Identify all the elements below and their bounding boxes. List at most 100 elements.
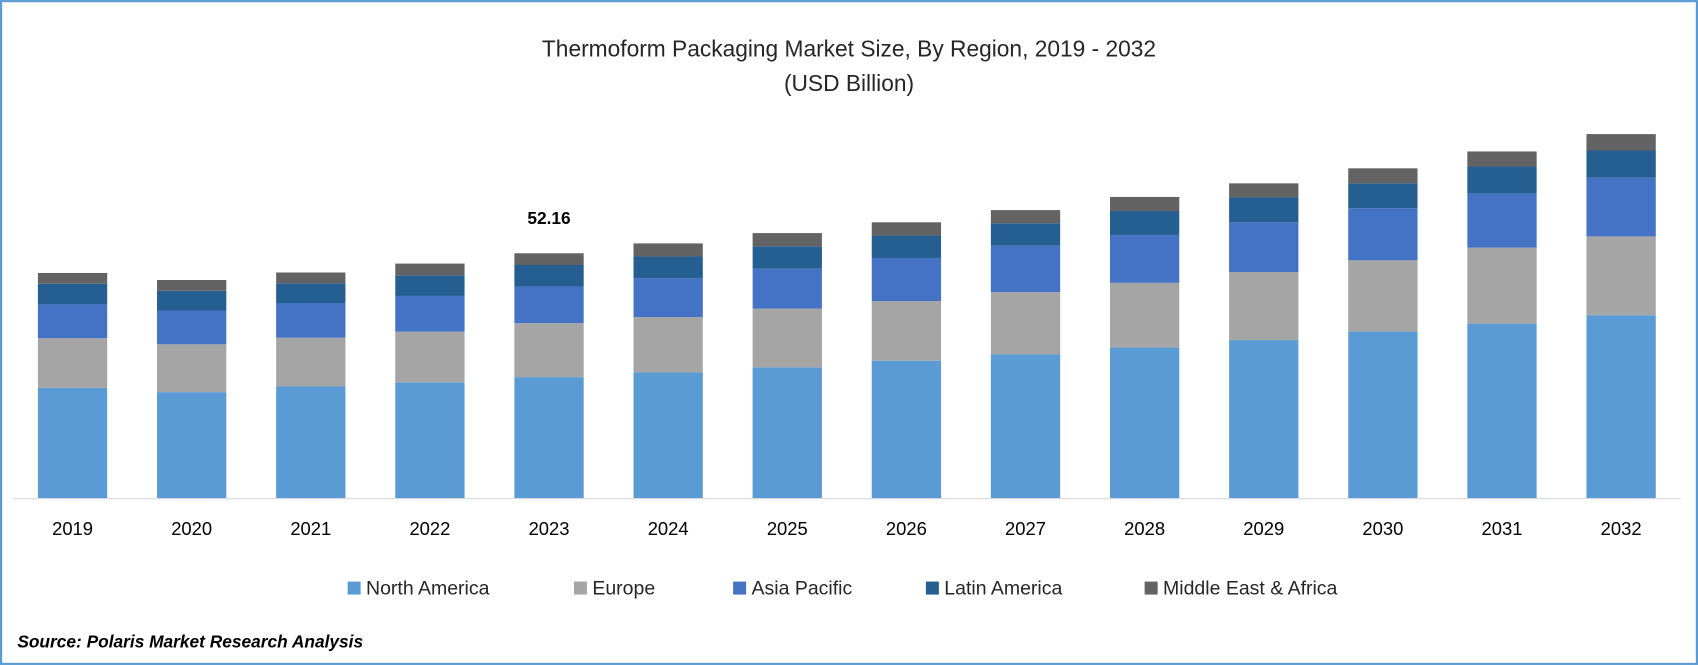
bar-north-america-2023 <box>514 377 584 499</box>
bar-asia-pacific-2020 <box>157 310 227 345</box>
legend: North America Europe Asia Pacific Latin Ame… <box>347 578 1338 600</box>
bar-middle-east-africa-2019 <box>37 272 108 284</box>
legend-swatch-0 <box>347 581 361 595</box>
bar-middle-east-africa-2027 <box>990 210 1061 224</box>
source-note: Source: Polaris Market Research Analysis <box>17 632 363 652</box>
bar-middle-east-africa-2029 <box>1229 183 1299 198</box>
x-tick-2025: 2025 <box>767 518 808 539</box>
legend-label-0: North America <box>366 578 490 600</box>
bar-asia-pacific-2024 <box>633 278 703 318</box>
chart-title: Thermoform Packaging Market Size, By Reg… <box>542 35 1156 61</box>
bar-latin-america-2023 <box>514 264 584 287</box>
x-tick-2028: 2028 <box>1124 518 1165 539</box>
bar-europe-2021 <box>276 337 346 387</box>
bar-europe-2023 <box>514 323 584 378</box>
legend-swatch-2 <box>733 581 747 595</box>
bar-middle-east-africa-2028 <box>1109 196 1180 212</box>
bar-europe-2020 <box>157 344 227 393</box>
bar-latin-america-2027 <box>990 223 1061 246</box>
bar-middle-east-africa-2026 <box>871 222 942 236</box>
bar-latin-america-2026 <box>871 235 942 258</box>
bar-asia-pacific-2028 <box>1109 234 1180 283</box>
x-tick-2020: 2020 <box>171 518 212 539</box>
bar-middle-east-africa-2020 <box>157 280 227 291</box>
x-tick-2026: 2026 <box>886 518 927 539</box>
bar-latin-america-2020 <box>157 290 227 311</box>
bar-north-america-2020 <box>157 392 227 499</box>
bar-north-america-2027 <box>990 354 1061 499</box>
bar-europe-2032 <box>1586 236 1656 316</box>
bar-north-america-2021 <box>276 386 346 499</box>
bar-asia-pacific-2027 <box>990 245 1061 293</box>
bar-middle-east-africa-2024 <box>633 243 703 257</box>
bar-asia-pacific-2032 <box>1586 177 1656 237</box>
legend-label-1: Europe <box>592 578 655 600</box>
bar-europe-2029 <box>1229 272 1299 341</box>
legend-swatch-3 <box>925 581 939 595</box>
bar-europe-2027 <box>990 292 1061 355</box>
bar-north-america-2031 <box>1467 323 1537 499</box>
legend-label-4: Middle East & Africa <box>1163 578 1338 600</box>
x-tick-2021: 2021 <box>290 518 331 539</box>
x-tick-2030: 2030 <box>1362 518 1403 539</box>
x-tick-2024: 2024 <box>648 518 689 539</box>
x-tick-2019: 2019 <box>52 518 93 539</box>
x-tick-2022: 2022 <box>409 518 450 539</box>
bar-north-america-2029 <box>1229 340 1299 499</box>
legend-swatch-1 <box>573 581 587 595</box>
bar-latin-america-2019 <box>37 283 108 305</box>
bar-middle-east-africa-2022 <box>395 263 465 276</box>
x-tick-2027: 2027 <box>1005 518 1046 539</box>
bar-latin-america-2029 <box>1229 197 1299 223</box>
bar-asia-pacific-2026 <box>871 257 942 302</box>
bar-europe-2031 <box>1467 247 1537 324</box>
bar-europe-2019 <box>37 338 108 388</box>
bar-north-america-2025 <box>752 367 822 499</box>
bar-middle-east-africa-2021 <box>276 272 346 284</box>
bar-europe-2026 <box>871 301 942 361</box>
bar-asia-pacific-2022 <box>395 295 465 332</box>
x-tick-2023: 2023 <box>529 518 570 539</box>
bar-asia-pacific-2029 <box>1229 222 1299 273</box>
bar-latin-america-2021 <box>276 283 346 303</box>
bar-latin-america-2024 <box>633 256 703 279</box>
bar-north-america-2030 <box>1348 331 1418 499</box>
bar-europe-2024 <box>633 317 703 373</box>
bar-asia-pacific-2021 <box>276 302 346 338</box>
bar-latin-america-2031 <box>1467 166 1537 194</box>
bar-middle-east-africa-2025 <box>752 233 822 247</box>
bars: 52.16 <box>37 134 1656 499</box>
bar-north-america-2032 <box>1586 315 1656 499</box>
legend-swatch-4 <box>1144 581 1158 595</box>
bar-north-america-2028 <box>1109 347 1180 499</box>
bar-asia-pacific-2019 <box>37 304 108 339</box>
bar-latin-america-2030 <box>1348 183 1418 209</box>
x-tick-labels: 2019 2020 2021 2022 2023 2024 2025 2026 2027 2028… <box>52 518 1641 539</box>
bar-middle-east-africa-2030 <box>1348 168 1418 184</box>
bar-asia-pacific-2025 <box>752 268 822 309</box>
bar-latin-america-2032 <box>1586 150 1656 178</box>
bar-latin-america-2025 <box>752 246 822 269</box>
bar-north-america-2022 <box>395 382 465 499</box>
x-tick-2031: 2031 <box>1482 518 1523 539</box>
bar-asia-pacific-2023 <box>514 286 584 324</box>
bar-north-america-2026 <box>871 360 942 499</box>
legend-label-2: Asia Pacific <box>752 578 853 600</box>
bar-asia-pacific-2031 <box>1467 193 1537 248</box>
x-tick-2029: 2029 <box>1243 518 1284 539</box>
bar-europe-2022 <box>395 331 465 383</box>
data-label-2023: 52.16 <box>527 208 570 228</box>
bar-north-america-2024 <box>633 372 703 499</box>
bar-middle-east-africa-2031 <box>1467 151 1537 167</box>
bar-latin-america-2028 <box>1109 211 1180 235</box>
x-tick-2032: 2032 <box>1601 518 1642 539</box>
legend-label-3: Latin America <box>944 578 1062 600</box>
bar-middle-east-africa-2032 <box>1586 134 1656 151</box>
bar-europe-2030 <box>1348 260 1418 332</box>
bar-asia-pacific-2030 <box>1348 208 1418 261</box>
chart-subtitle: (USD Billion) <box>784 70 914 96</box>
bar-middle-east-africa-2023 <box>514 253 584 265</box>
bar-latin-america-2022 <box>395 275 465 296</box>
